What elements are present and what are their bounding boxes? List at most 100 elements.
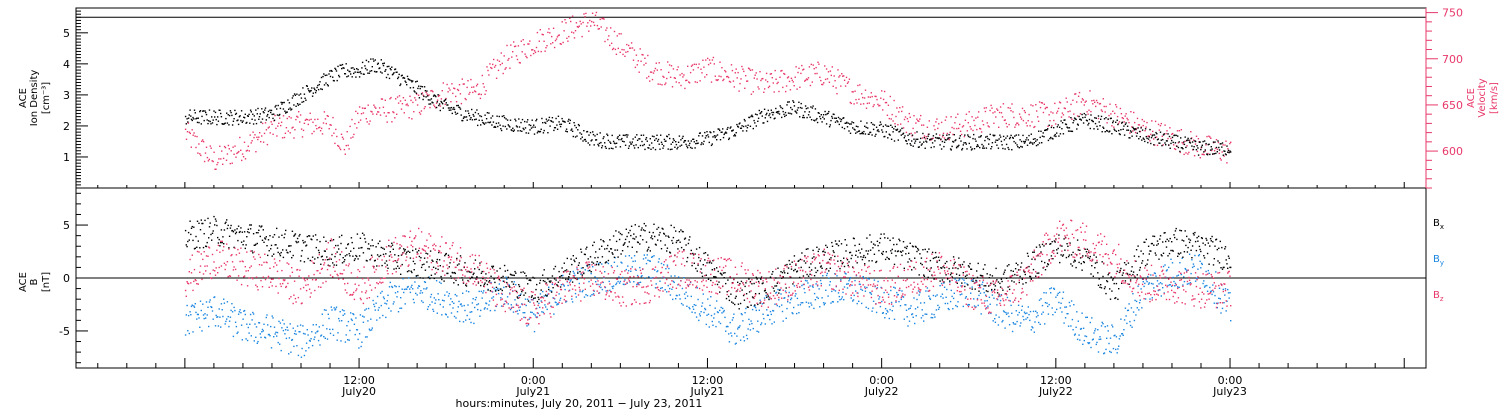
by-point <box>518 309 521 311</box>
velocity-point <box>510 44 512 46</box>
density-point <box>607 134 609 137</box>
bx-point <box>563 262 565 264</box>
by-point <box>1208 272 1210 274</box>
bx-point <box>332 239 335 241</box>
velocity-point <box>396 113 398 115</box>
density-point <box>880 123 882 126</box>
density-point <box>924 147 926 149</box>
by-point <box>810 304 813 306</box>
by-point <box>402 278 404 280</box>
density-point <box>830 119 832 122</box>
density-point <box>991 142 994 144</box>
density-point <box>206 119 208 121</box>
by-point <box>1078 334 1080 336</box>
velocity-point <box>807 77 810 79</box>
density-point <box>509 126 511 128</box>
velocity-point <box>896 107 898 109</box>
velocity-point <box>661 84 663 86</box>
bx-point <box>781 277 783 279</box>
density-point <box>308 91 311 93</box>
bx-point <box>331 253 333 256</box>
density-point <box>243 117 246 119</box>
density-point <box>786 104 788 106</box>
by-point <box>665 268 667 270</box>
by-point <box>963 279 965 281</box>
by-point <box>813 307 815 310</box>
by-point <box>339 311 341 313</box>
velocity-point <box>599 18 601 21</box>
velocity-point <box>416 93 418 95</box>
by-point <box>985 294 987 296</box>
velocity-point <box>1058 101 1061 103</box>
velocity-point <box>643 64 645 66</box>
velocity-point <box>562 41 564 44</box>
bx-point <box>355 254 357 257</box>
density-point <box>918 146 920 148</box>
by-point <box>735 342 737 344</box>
density-point <box>710 131 712 134</box>
bx-point <box>849 251 852 254</box>
by-point <box>462 292 464 294</box>
by-point <box>262 330 264 332</box>
by-point <box>1006 296 1009 299</box>
density-point <box>802 116 804 119</box>
bx-point <box>498 278 500 281</box>
by-point <box>394 285 396 287</box>
density-point <box>1220 143 1222 145</box>
density-point <box>1197 147 1199 149</box>
by-point <box>322 324 324 327</box>
bx-point <box>206 241 208 244</box>
by-point <box>854 279 856 282</box>
by-point <box>859 283 861 286</box>
bx-point <box>964 275 967 277</box>
bx-point <box>374 259 376 262</box>
by-point <box>460 303 462 305</box>
bx-point <box>184 229 187 232</box>
by-point <box>187 330 189 332</box>
velocity-point <box>396 96 399 98</box>
by-point <box>280 349 282 352</box>
velocity-point <box>944 119 947 121</box>
bx-point <box>845 250 847 252</box>
density-point <box>887 137 889 139</box>
density-point <box>915 138 917 140</box>
density-point <box>494 126 497 128</box>
density-point <box>723 133 725 136</box>
bx-point <box>990 282 992 284</box>
bx-point <box>928 248 930 250</box>
density-point <box>380 59 382 61</box>
density-point <box>375 71 377 73</box>
velocity-point <box>258 136 260 138</box>
velocity-point <box>1018 124 1020 126</box>
velocity-point <box>236 152 238 155</box>
velocity-point <box>1016 122 1018 124</box>
by-point <box>722 311 725 313</box>
by-point <box>249 323 251 325</box>
bx-point <box>704 252 707 254</box>
bx-point <box>317 256 319 259</box>
density-point <box>513 129 515 131</box>
bx-point <box>388 255 391 257</box>
bx-point <box>653 223 655 225</box>
density-point <box>393 72 395 74</box>
velocity-point <box>302 129 305 132</box>
density-point <box>1185 146 1187 149</box>
by-point <box>423 288 425 290</box>
by-point <box>650 277 652 279</box>
bx-point <box>485 273 487 275</box>
velocity-point <box>1154 120 1157 123</box>
density-point <box>219 109 221 111</box>
velocity-point <box>665 82 667 84</box>
by-point <box>1029 319 1031 322</box>
density-point <box>984 139 986 142</box>
density-point <box>633 144 635 147</box>
velocity-point <box>726 76 728 78</box>
bx-point <box>872 243 875 245</box>
density-point <box>1177 135 1179 137</box>
density-point <box>932 135 935 137</box>
velocity-point <box>349 125 351 128</box>
by-point <box>816 296 818 298</box>
velocity-point <box>328 128 330 130</box>
bx-point <box>896 243 898 246</box>
by-point <box>715 325 717 328</box>
